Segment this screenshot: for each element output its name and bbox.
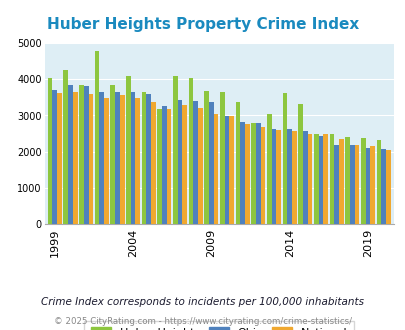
Bar (72, 91, 77, 224)
Bar (329, 134, 333, 224)
Bar (302, 131, 307, 224)
Bar (260, 127, 265, 224)
Bar (88, 94, 93, 224)
Bar (79, 85, 83, 224)
Bar (360, 138, 365, 224)
Text: Huber Heights Property Crime Index: Huber Heights Property Crime Index (47, 16, 358, 31)
Bar (104, 98, 109, 224)
Bar (354, 145, 358, 224)
Bar (83, 86, 88, 224)
Bar (240, 122, 245, 224)
Bar (146, 94, 151, 224)
Bar (235, 102, 240, 224)
Bar (204, 91, 209, 224)
Bar (162, 106, 166, 224)
Bar (63, 70, 68, 224)
Bar (291, 131, 296, 224)
Bar (380, 148, 385, 224)
Legend: Huber Heights, Ohio, National: Huber Heights, Ohio, National (84, 321, 354, 330)
Bar (193, 101, 198, 224)
Bar (224, 116, 229, 224)
Bar (365, 148, 369, 224)
Bar (110, 85, 115, 224)
Bar (376, 140, 380, 224)
Bar (173, 76, 177, 224)
Bar (344, 137, 349, 224)
Bar (298, 104, 302, 224)
Bar (385, 150, 390, 224)
Bar (266, 114, 271, 224)
Text: Crime Index corresponds to incidents per 100,000 inhabitants: Crime Index corresponds to incidents per… (41, 297, 364, 307)
Bar (313, 134, 318, 224)
Bar (209, 102, 213, 224)
Bar (151, 102, 156, 224)
Bar (213, 114, 218, 224)
Bar (198, 108, 202, 224)
Bar (333, 145, 338, 224)
Bar (220, 92, 224, 224)
Bar (52, 90, 57, 224)
Bar (130, 91, 135, 224)
Bar (276, 130, 280, 224)
Bar (115, 92, 119, 224)
Bar (135, 98, 140, 224)
Bar (318, 136, 322, 224)
Text: © 2025 CityRating.com - https://www.cityrating.com/crime-statistics/: © 2025 CityRating.com - https://www.city… (54, 317, 351, 326)
Bar (99, 92, 104, 224)
Bar (188, 79, 193, 224)
Bar (271, 129, 276, 224)
Bar (287, 129, 291, 224)
Bar (157, 109, 162, 224)
Bar (256, 123, 260, 224)
Bar (369, 146, 374, 224)
Bar (251, 123, 256, 224)
Bar (182, 105, 187, 224)
Bar (307, 134, 311, 224)
Bar (338, 139, 343, 224)
Bar (229, 116, 234, 224)
Bar (126, 76, 130, 224)
Bar (245, 124, 249, 224)
Bar (177, 100, 182, 224)
Bar (141, 92, 146, 224)
Bar (349, 145, 354, 224)
Bar (68, 84, 72, 224)
Bar (322, 134, 327, 224)
Bar (48, 78, 52, 224)
Bar (119, 95, 124, 224)
Bar (166, 109, 171, 224)
Bar (94, 51, 99, 224)
Bar (57, 93, 62, 224)
Bar (282, 93, 287, 224)
